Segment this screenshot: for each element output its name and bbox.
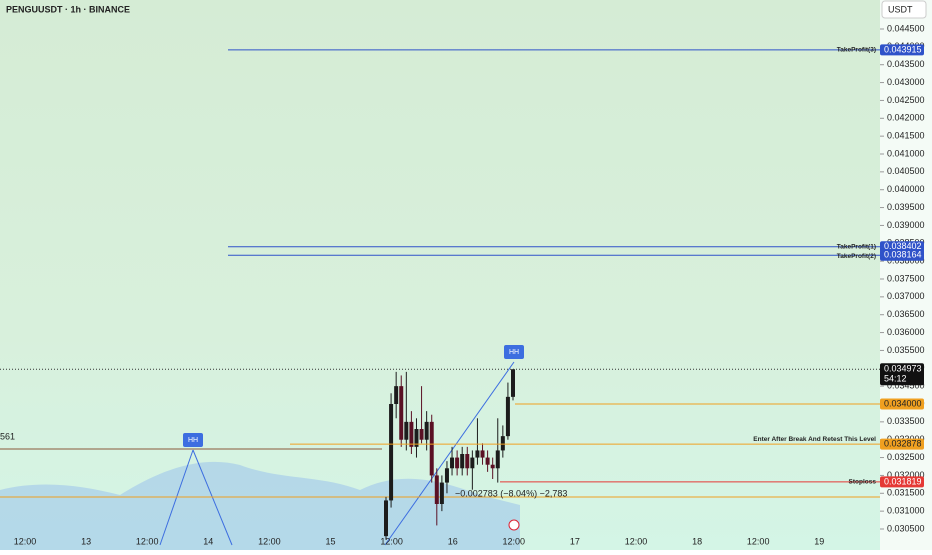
price-tick-label: 0.033500: [887, 416, 925, 426]
price-tick-label: 0.042500: [887, 95, 925, 105]
price-badge: [880, 398, 924, 410]
trend-line: [384, 361, 515, 546]
price-tick-label: 0.032500: [887, 452, 925, 462]
price-tick-label: 0.040500: [887, 166, 925, 176]
price-badge-label: 0.031819: [884, 476, 922, 486]
time-tick-label: 12:00: [503, 536, 526, 546]
price-badge-label: 0.043915: [884, 44, 922, 54]
time-tick-label: 17: [570, 536, 580, 546]
candle-body: [419, 429, 424, 440]
countdown: 54:12: [884, 374, 907, 384]
currency: USDT: [888, 4, 913, 14]
price-tick-label: 0.030500: [887, 523, 925, 533]
price-scale-background: [880, 0, 932, 550]
price-badge: [880, 241, 924, 253]
price-tick-label: 0.042000: [887, 113, 925, 123]
candle-body: [409, 421, 414, 447]
candle-body: [384, 500, 388, 537]
candle-body: [404, 421, 409, 440]
candle-body: [470, 457, 475, 469]
candle-body: [485, 457, 490, 465]
level-text: TakeProfit(2): [837, 253, 876, 260]
candle-body: [434, 475, 439, 504]
current-price-label: 0.034973: [884, 364, 922, 374]
time-tick-label: 12:00: [136, 536, 159, 546]
price-badge-label: 0.038402: [884, 241, 922, 251]
price-tick-label: 0.043500: [887, 59, 925, 69]
level-text: TakeProfit(3): [837, 47, 876, 54]
plot-background: [0, 0, 880, 550]
price-badge: [880, 249, 924, 261]
candle-body: [465, 454, 470, 469]
price-tick-label: 0.044500: [887, 23, 925, 33]
hh-label: HH: [509, 349, 519, 356]
price-tick-label: 0.036500: [887, 309, 925, 319]
price-tick-label: 0.040000: [887, 184, 925, 194]
time-tick-label: 12:00: [625, 536, 648, 546]
price-tick-label: 0.039000: [887, 220, 925, 230]
price-tick-label: 0.036000: [887, 327, 925, 337]
level-text: Stoploss: [849, 479, 877, 486]
hh-badge: [183, 433, 203, 447]
time-tick-label: 15: [325, 536, 335, 546]
price-tick-label: 0.039500: [887, 202, 925, 212]
price-badge: [880, 438, 924, 450]
candle-body: [490, 464, 495, 469]
time-tick-label: 19: [814, 536, 824, 546]
time-tick-label: 18: [692, 536, 702, 546]
price-tick-label: 0.035500: [887, 345, 925, 355]
candle-body: [505, 396, 510, 437]
candle-body: [439, 482, 444, 504]
candle-body: [480, 450, 485, 458]
candle-body: [500, 436, 505, 451]
price-badge-label: 0.034000: [884, 398, 922, 408]
time-tick-label: 16: [448, 536, 458, 546]
price-badge: [880, 476, 924, 488]
price-tick-label: 0.043000: [887, 77, 925, 87]
time-tick-label: 14: [203, 536, 213, 546]
time-tick-label: 12:00: [258, 536, 281, 546]
current-price-badge: [880, 363, 924, 386]
price-badge: [880, 44, 924, 56]
price-badge-label: 0.038164: [884, 250, 922, 260]
price-tick-label: 0.037500: [887, 273, 925, 283]
time-tick-label: 12:00: [380, 536, 403, 546]
hh-badge: [504, 345, 524, 359]
price-tick-label: 0.031000: [887, 506, 925, 516]
price-tick-label: 0.031500: [887, 488, 925, 498]
price-tick-label: 0.032000: [887, 470, 925, 480]
candle-body: [399, 386, 404, 440]
event-icon[interactable]: [508, 519, 520, 531]
price-tick-label: 0.037000: [887, 291, 925, 301]
candle-body: [424, 421, 429, 440]
time-tick-label: 13: [81, 536, 91, 546]
candle-body: [444, 468, 449, 483]
measure-label: −0.002783 (−8.04%) −2,783: [455, 488, 567, 498]
price-tick-label: 0.041000: [887, 148, 925, 158]
hh-label: HH: [188, 437, 198, 444]
candle-body: [394, 386, 399, 404]
candle-body: [414, 429, 419, 447]
candle-body: [455, 457, 460, 469]
currency-box[interactable]: [881, 0, 927, 19]
price-tick-label: 0.034500: [887, 381, 925, 391]
symbol-title: PENGUUSDT · 1h · BINANCE: [6, 4, 130, 14]
candle-body: [475, 450, 480, 458]
time-tick-label: 12:00: [14, 536, 37, 546]
time-tick-label: 12:00: [747, 536, 770, 546]
level-text: Enter After Break And Retest This Level: [753, 436, 876, 443]
price-tick-label: 0.041500: [887, 131, 925, 141]
price-badge-label: 0.032878: [884, 438, 922, 448]
candle-body: [389, 404, 394, 501]
level-text: TakeProfit(1): [837, 244, 876, 251]
candle-body: [429, 421, 434, 476]
left-level-label: 561: [0, 431, 15, 441]
candle-body: [460, 454, 465, 469]
candle-body: [495, 450, 500, 469]
candle-body: [450, 457, 455, 469]
candle-body: [511, 369, 515, 397]
